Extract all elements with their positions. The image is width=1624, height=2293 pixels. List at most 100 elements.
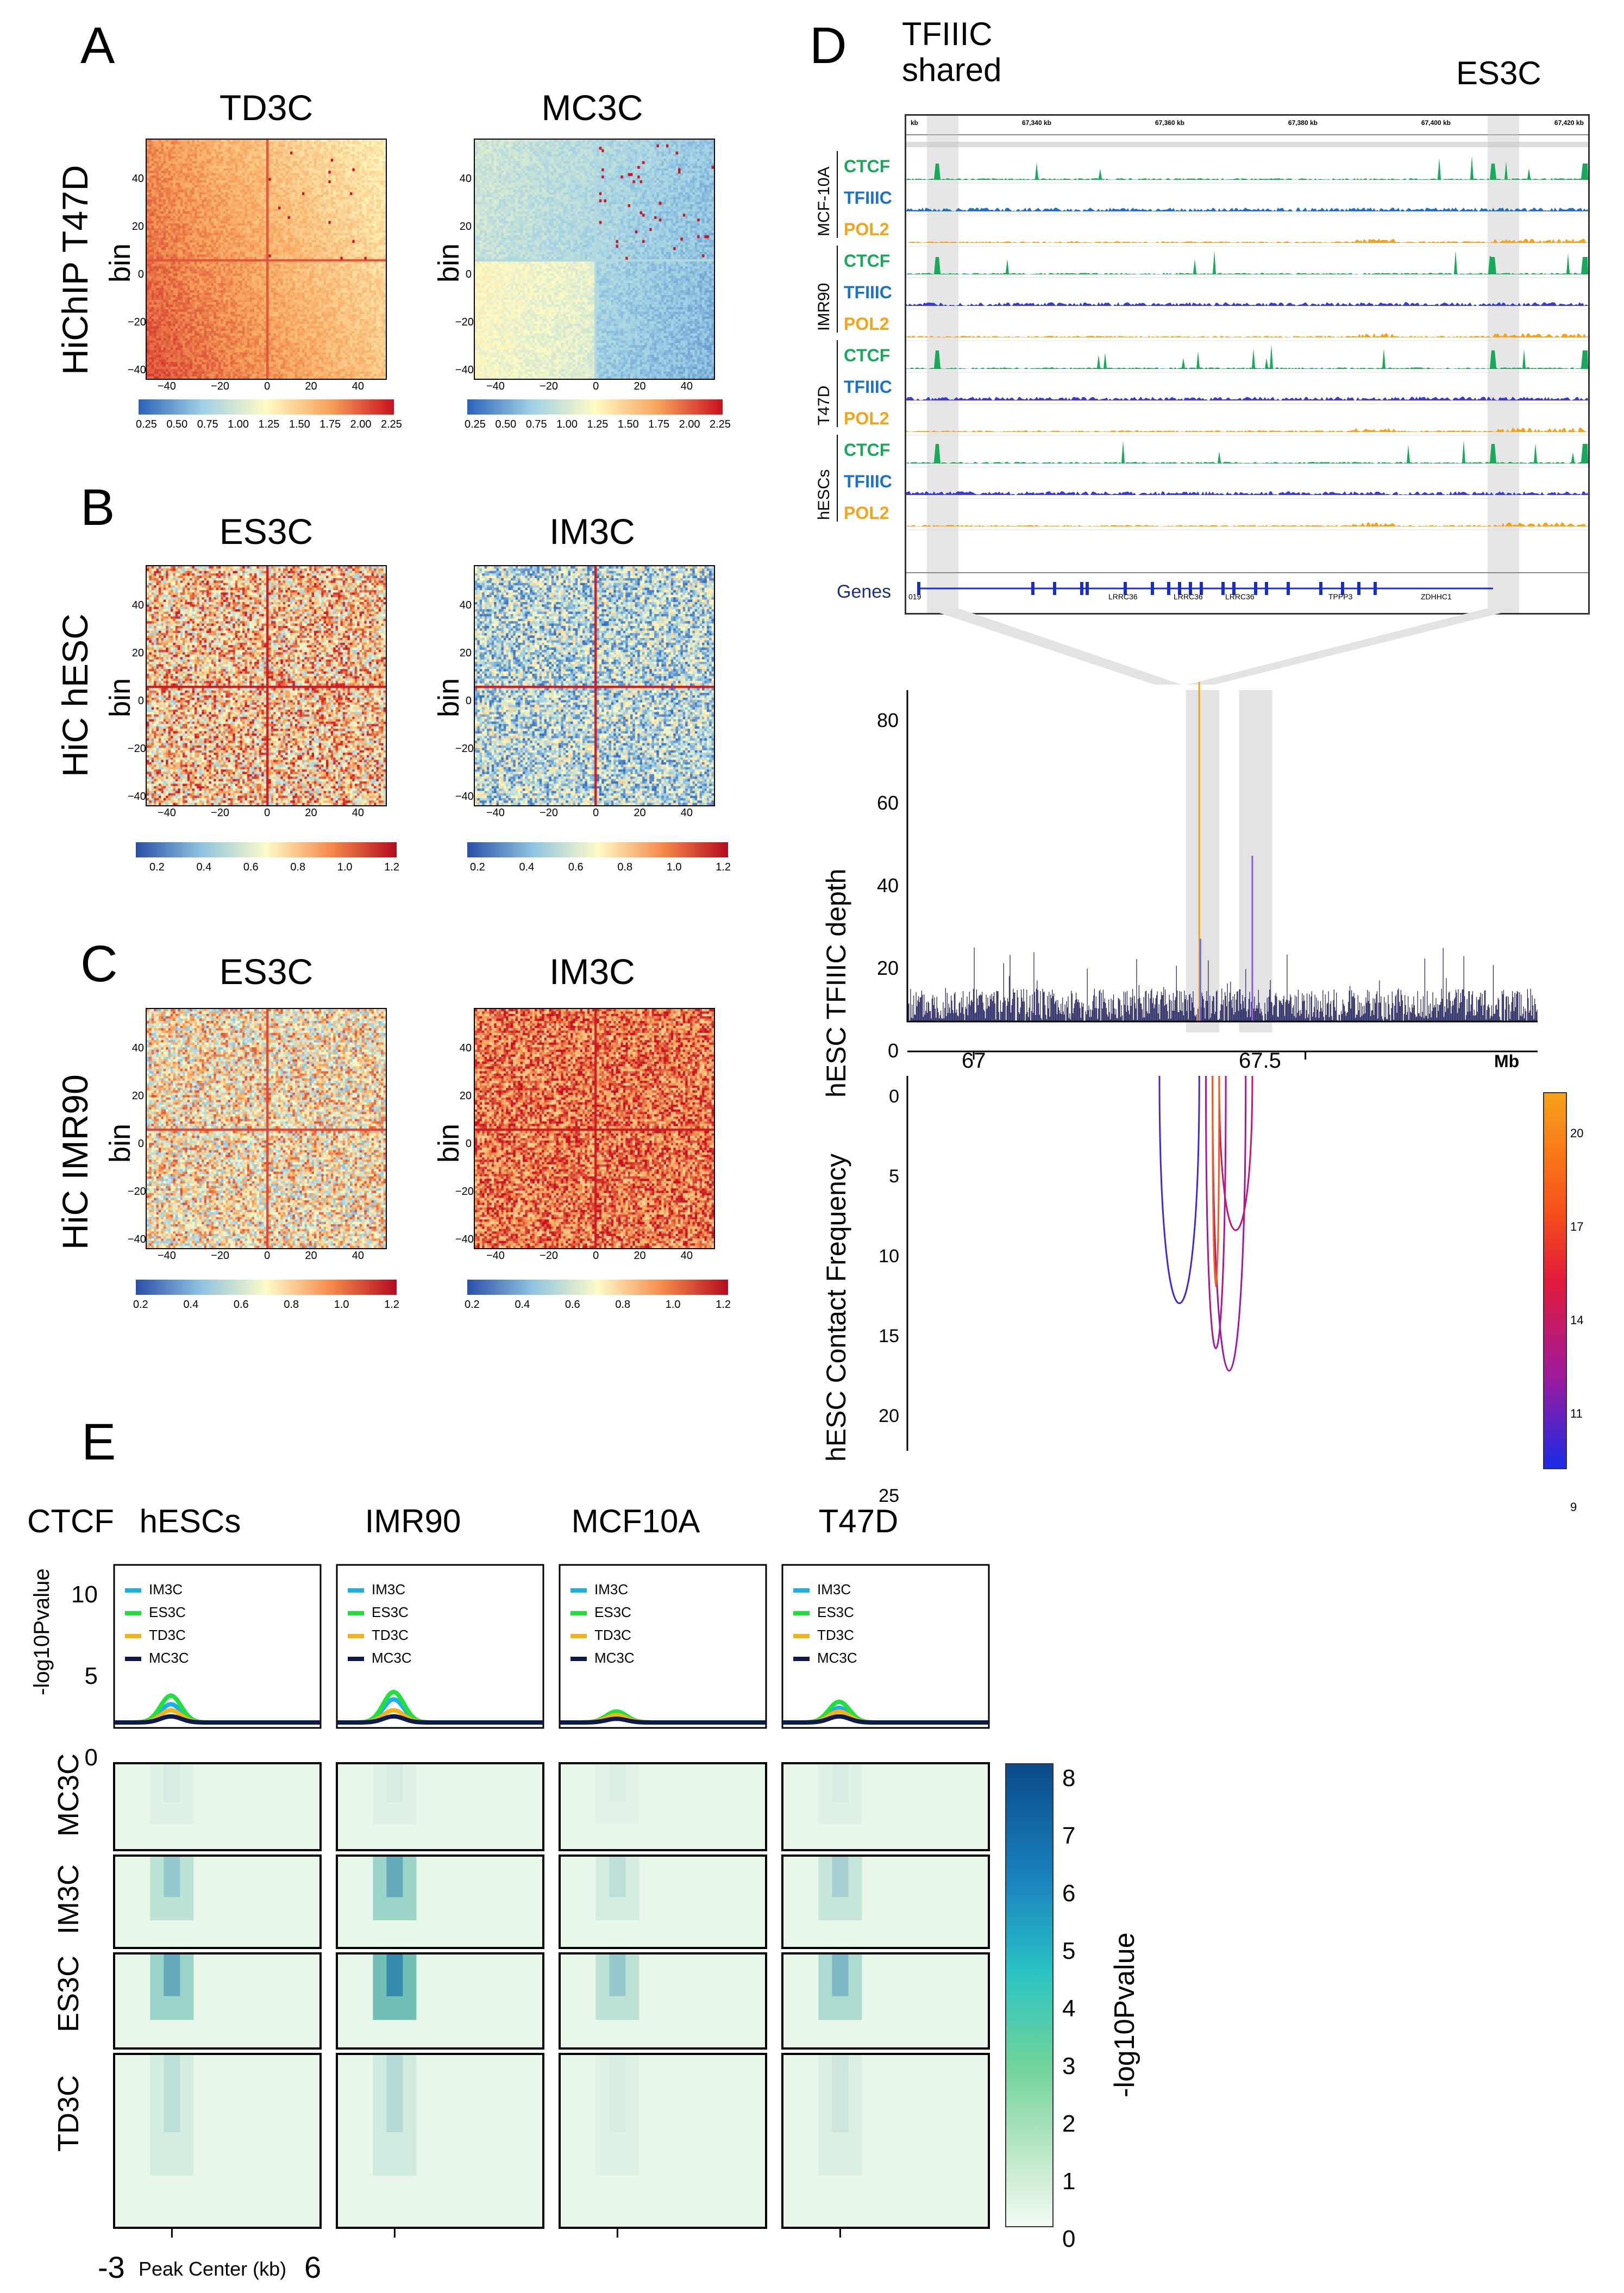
legend-text: MC3C bbox=[817, 1650, 857, 1666]
ytick: 20 bbox=[459, 1090, 472, 1102]
ytick: 20 bbox=[459, 647, 472, 659]
enrichment-heatmap-3 bbox=[559, 2053, 767, 2229]
cbar-tick: 2.00 bbox=[350, 418, 372, 430]
yticks-c1: 40 20 0 −20 −40 bbox=[128, 1024, 146, 1263]
callout-es3c: ES3C bbox=[1456, 55, 1541, 91]
ytick: 40 bbox=[131, 173, 144, 185]
IMR90-TFIIIC-signal bbox=[906, 302, 1588, 306]
heatmap-frame bbox=[113, 2053, 322, 2229]
xtick: −20 bbox=[540, 380, 558, 392]
heatmap-c-im3c bbox=[474, 1008, 715, 1249]
xticks-a1: −40 −20 0 20 40 bbox=[158, 380, 364, 393]
panel-letter-d: D bbox=[810, 17, 847, 74]
cbar-tick: 1.50 bbox=[617, 418, 639, 430]
heatmap-core bbox=[386, 1763, 403, 1802]
panel-letter-a: A bbox=[80, 17, 115, 74]
xtick: −40 bbox=[486, 380, 505, 392]
xtick: 20 bbox=[634, 807, 646, 819]
legend-text: MC3C bbox=[149, 1650, 189, 1666]
colorbar-b1 bbox=[136, 842, 397, 857]
legend-item-ES3C: ES3C bbox=[348, 1604, 409, 1621]
cbar-tick: 1.75 bbox=[319, 418, 341, 430]
contact-colorbar bbox=[1543, 1092, 1567, 1469]
heatmap-bg bbox=[782, 1763, 989, 1850]
xtick: −40 bbox=[486, 807, 505, 819]
xtick: 40 bbox=[680, 380, 693, 392]
contact-cbar-ticks: 20 17 14 11 9 bbox=[1570, 1087, 1583, 1554]
track-label-IMR90-CTCF: CTCF bbox=[844, 251, 891, 271]
hESCs-TFIIIC-signal bbox=[906, 491, 1588, 495]
cbar-tick: 1.00 bbox=[228, 418, 249, 430]
cbar-tick: 0.4 bbox=[183, 1299, 199, 1311]
cbar-tick: 1.00 bbox=[556, 418, 578, 430]
legend-item-IM3C: IM3C bbox=[570, 1581, 628, 1598]
cbar-tick: 0.25 bbox=[136, 418, 157, 430]
cbar-tick: 2.25 bbox=[710, 418, 731, 430]
heatmap-core bbox=[832, 1763, 849, 1802]
ytick: 25 bbox=[879, 1486, 899, 1506]
heatmap-frame bbox=[559, 1952, 767, 2050]
xlabel-right: 6 bbox=[304, 2250, 322, 2284]
ytick: 0 bbox=[84, 1744, 98, 1771]
gene-name-2: LRRC36 bbox=[1174, 592, 1203, 601]
cbar-tick: 0.6 bbox=[568, 861, 584, 873]
heatmap-bg bbox=[114, 1953, 321, 2048]
heatmap-frame bbox=[781, 1762, 990, 1851]
title-a-mc3c: MC3C bbox=[541, 87, 643, 128]
heatmap-frame bbox=[559, 2053, 767, 2229]
cell-title-t47d: T47D bbox=[818, 1503, 899, 1539]
heatmap-frame bbox=[113, 1855, 322, 1949]
cbar-tick: 0.4 bbox=[196, 861, 212, 873]
legend-swatch bbox=[348, 1611, 364, 1616]
enrichment-heatmap-2 bbox=[781, 1952, 990, 2050]
gene-exon bbox=[1357, 582, 1360, 595]
legend-text: ES3C bbox=[817, 1604, 854, 1620]
coord: 67,360 kb bbox=[1155, 119, 1184, 127]
cbar-tick: 1.0 bbox=[665, 1299, 681, 1311]
panel-letter-e: E bbox=[81, 1413, 116, 1471]
heatmap-signal bbox=[150, 1763, 194, 1824]
cbar-tick: 0.50 bbox=[166, 418, 188, 430]
legend-item-MC3C: MC3C bbox=[570, 1650, 635, 1667]
coord: 67,420 kb bbox=[1554, 119, 1584, 127]
panel-letter-b: B bbox=[80, 479, 115, 536]
legend-item-TD3C: TD3C bbox=[348, 1627, 409, 1644]
xtick: −20 bbox=[211, 380, 229, 392]
yticks-a1: 40 20 0 −20 −40 bbox=[128, 155, 146, 394]
xtick: 0 bbox=[264, 380, 271, 392]
e-cbar-ticks: 8 7 6 5 4 3 2 1 0 bbox=[1062, 1750, 1075, 2268]
xtick: 20 bbox=[634, 380, 646, 392]
gene-name-1: LRRC36 bbox=[1108, 592, 1138, 601]
ytick: 20 bbox=[131, 1090, 144, 1102]
cbar-tick: 11 bbox=[1570, 1407, 1583, 1420]
cbar-tick: 2.25 bbox=[381, 418, 402, 430]
hm-row-es3c: ES3C bbox=[52, 1955, 85, 2032]
yticks-c2: 40 20 0 −20 −40 bbox=[455, 1024, 474, 1263]
xtick: 40 bbox=[680, 807, 693, 819]
legend-text: ES3C bbox=[372, 1604, 409, 1620]
xtick: 40 bbox=[352, 807, 364, 819]
cbar-tick: 0.2 bbox=[133, 1299, 148, 1311]
title-c-es3c: ES3C bbox=[219, 951, 313, 992]
genome-browser: kb 67,340 kb 67,360 kb 67,380 kb 67,400 … bbox=[905, 114, 1590, 615]
profile-line-ES3C bbox=[337, 1689, 543, 1725]
xtick: −40 bbox=[158, 1250, 176, 1262]
cbar-tick: 14 bbox=[1570, 1313, 1584, 1327]
cbar-tick: 1.2 bbox=[384, 1299, 399, 1311]
coord: 67,380 kb bbox=[1288, 119, 1318, 127]
xtick-67: 67 bbox=[962, 1049, 986, 1073]
heatmap-signal bbox=[818, 1856, 862, 1920]
enrichment-heatmap-0 bbox=[336, 1762, 544, 1851]
track-label-T47D-TFIIIC: TFIIIC bbox=[844, 377, 892, 397]
ytick: 40 bbox=[131, 599, 144, 611]
track-label-T47D-POL2: POL2 bbox=[844, 409, 889, 428]
xtick: 20 bbox=[305, 380, 317, 392]
colorbar-a1 bbox=[139, 399, 394, 415]
heatmap-frame bbox=[336, 1855, 544, 1949]
callout-line-2: shared bbox=[902, 52, 1002, 88]
ytick: 20 bbox=[131, 647, 144, 659]
ytick: −40 bbox=[455, 364, 474, 376]
track-label-IMR90-TFIIIC: TFIIIC bbox=[844, 283, 892, 302]
heatmap-core bbox=[609, 1763, 625, 1802]
heatmap-bg bbox=[560, 1856, 766, 1948]
